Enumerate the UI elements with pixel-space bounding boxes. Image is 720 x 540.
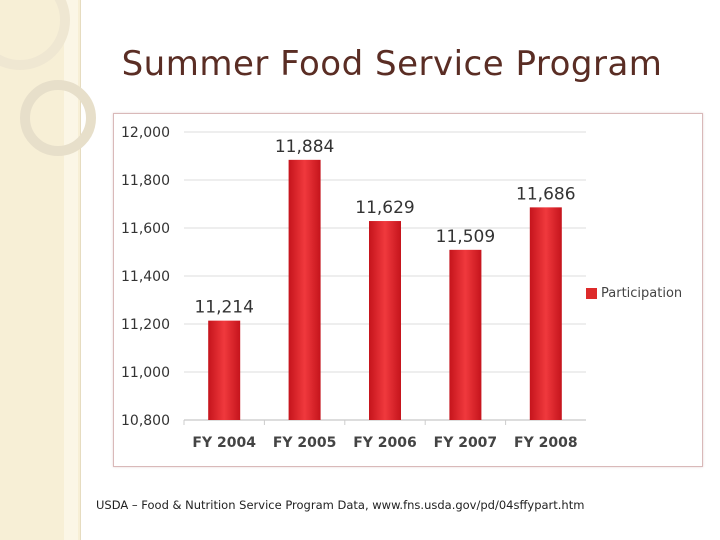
bar-fy-2005 [288,159,321,420]
bar-value-label: 11,686 [516,184,575,204]
slide-title: Summer Food Service Program [121,44,663,84]
bar-value-label: 11,214 [194,298,253,318]
x-tick-label: FY 2008 [514,435,578,451]
bar-fy-2006 [369,221,401,420]
bar-fy-2007 [449,249,482,420]
y-tick-label: 11,800 [121,173,170,189]
x-tick-label: FY 2006 [353,435,417,451]
y-tick-label: 11,200 [121,317,170,333]
chart-frame: 10,800 11,000 11,200 11,400 11,600 11,800 12,0… [113,113,703,467]
bar-fy-2008 [529,207,562,420]
bar-value-label: 11,629 [355,198,414,218]
y-tick-label: 12,000 [121,125,170,141]
decorative-ring-top [0,0,70,70]
x-tick-label: FY 2005 [273,435,337,451]
chart-legend: Participation [586,286,682,301]
bar-chart: 10,800 11,000 11,200 11,400 11,600 11,800 12,0… [121,125,586,451]
y-tick-label: 10,800 [121,413,170,429]
y-tick-label: 11,000 [121,365,170,381]
x-tick-label: FY 2007 [434,435,498,451]
bar-value-label: 11,509 [436,227,495,247]
bar-value-label: 11,884 [275,137,334,157]
decorative-ring-middle [20,80,96,156]
y-tick-label: 11,600 [121,221,170,237]
bar-fy-2004 [208,320,241,420]
x-tick-label: FY 2004 [192,435,256,451]
source-citation: USDA – Food & Nutrition Service Program … [96,498,585,512]
y-tick-label: 11,400 [121,269,170,285]
legend-label-participation: Participation [601,286,683,301]
legend-swatch-participation [586,288,597,299]
